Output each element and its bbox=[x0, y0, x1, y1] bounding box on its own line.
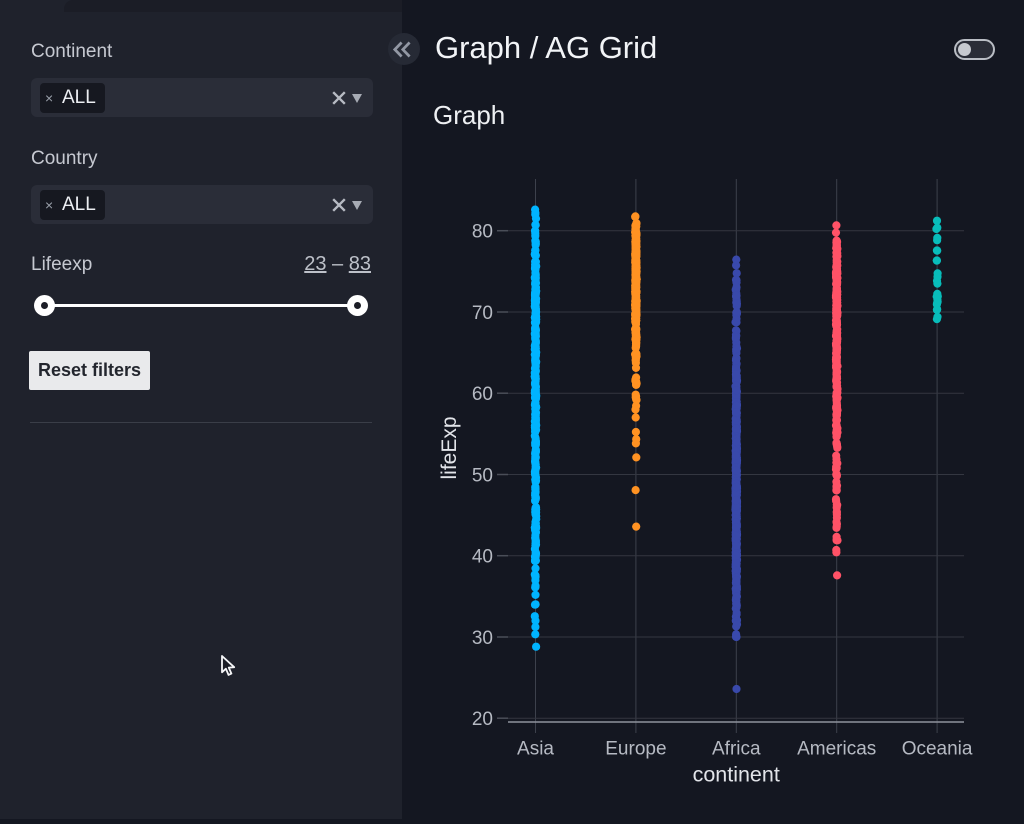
svg-text:30: 30 bbox=[472, 628, 493, 649]
svg-text:70: 70 bbox=[472, 303, 493, 324]
svg-text:Americas: Americas bbox=[797, 739, 876, 760]
svg-text:50: 50 bbox=[472, 466, 493, 487]
svg-text:continent: continent bbox=[693, 763, 780, 787]
svg-text:80: 80 bbox=[472, 222, 493, 243]
svg-text:Asia: Asia bbox=[517, 739, 554, 760]
svg-text:40: 40 bbox=[472, 547, 493, 568]
svg-text:20: 20 bbox=[472, 709, 493, 730]
svg-text:lifeExp: lifeExp bbox=[438, 416, 461, 479]
svg-text:60: 60 bbox=[472, 384, 493, 405]
svg-text:Oceania: Oceania bbox=[902, 739, 973, 760]
svg-text:Africa: Africa bbox=[712, 739, 761, 760]
svg-text:Europe: Europe bbox=[605, 739, 666, 760]
